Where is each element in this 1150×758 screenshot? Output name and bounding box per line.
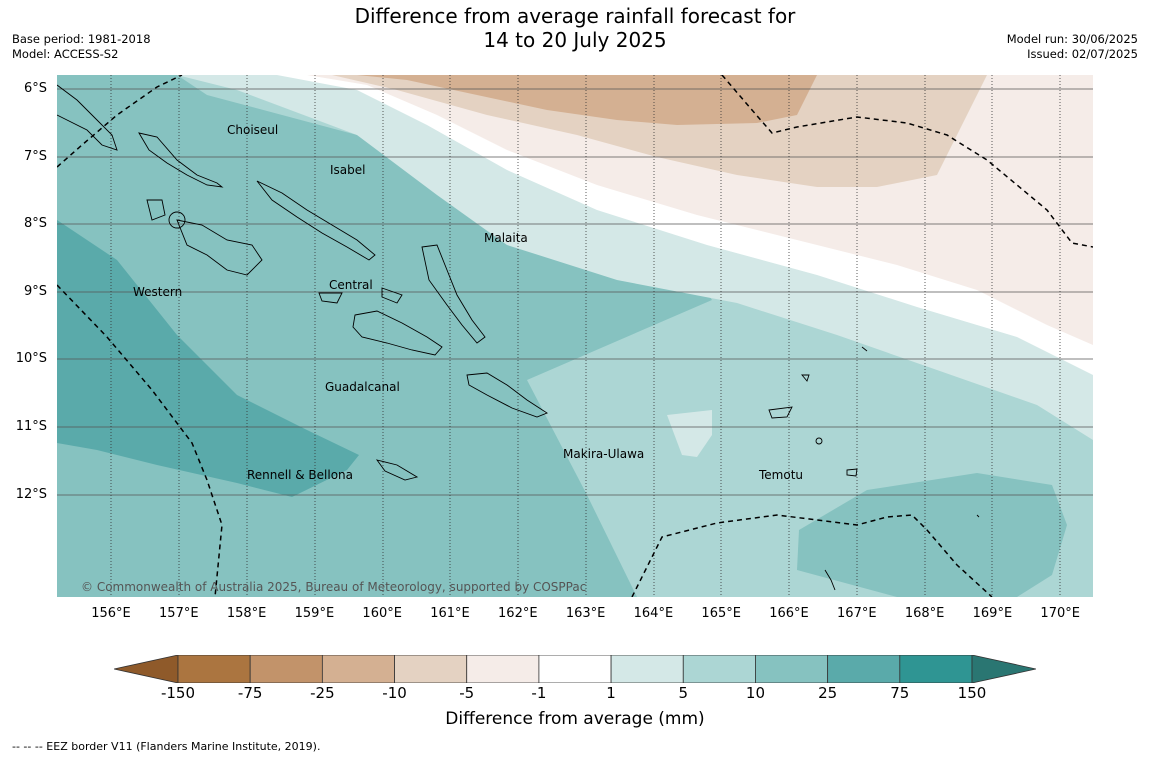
island-new-georgia — [176, 219, 263, 276]
copyright-text: © Commonwealth of Australia 2025, Bureau… — [81, 580, 587, 594]
model-text: Model: ACCESS-S2 — [12, 47, 119, 61]
colorbar-tick-label: 75 — [890, 684, 910, 702]
band-minus10-minus5 — [332, 75, 987, 187]
islands — [57, 84, 980, 591]
label-malaita: Malaita — [484, 231, 528, 245]
colorbar-extend-high — [971, 655, 1036, 683]
lon-label: 162°E — [498, 606, 538, 621]
island-russell — [381, 287, 403, 304]
lon-label: 161°E — [430, 606, 470, 621]
lon-label: 157°E — [159, 606, 199, 621]
colorbar-segment — [321, 655, 395, 683]
lon-label: 166°E — [769, 606, 809, 621]
lat-label: 9°S — [23, 284, 47, 299]
colorbar — [114, 655, 1036, 683]
island-duff — [861, 346, 868, 352]
island-tikopia — [824, 569, 836, 591]
colorbar-segment — [538, 655, 612, 683]
colorbar-tick-label: -1 — [531, 684, 547, 702]
lat-label: 12°S — [15, 487, 47, 502]
band-10-25-se — [797, 473, 1067, 597]
lon-label: 159°E — [294, 606, 335, 621]
colorbar-extend-low — [114, 655, 179, 683]
lat-label: 7°S — [23, 149, 47, 164]
label-central: Central — [329, 278, 373, 292]
band-1-5-patch — [667, 410, 712, 457]
band-25-75 — [57, 220, 359, 497]
colorbar-segment — [755, 655, 829, 683]
island-anuta — [976, 514, 980, 518]
colorbar-segment — [177, 655, 251, 683]
colorbar-segment — [827, 655, 901, 683]
lat-label: 10°S — [15, 351, 47, 366]
island-makira — [466, 372, 548, 418]
colorbar-tick-label: 10 — [745, 684, 765, 702]
colorbar-segment — [466, 655, 540, 683]
lat-label: 8°S — [23, 216, 47, 231]
colorbar-tick-label: 150 — [957, 684, 987, 702]
colorbar-segment — [610, 655, 684, 683]
eez-legend-note: -- -- -- EEZ border V11 (Flanders Marine… — [12, 740, 321, 753]
colorbar-tick-label: -150 — [160, 684, 196, 702]
island-malaita — [421, 244, 486, 344]
lon-label: 169°E — [972, 606, 1013, 621]
island-isabel — [256, 180, 376, 261]
label-guadalcanal: Guadalcanal — [325, 380, 400, 394]
colorbar-tick-label: -25 — [310, 684, 335, 702]
colorbar-segment — [249, 655, 323, 683]
map-title-line2: 14 to 20 July 2025 — [483, 28, 667, 52]
lon-label: 168°E — [904, 606, 945, 621]
island-rennell — [375, 459, 419, 481]
lon-label: 156°E — [91, 606, 131, 621]
island-ngella — [318, 292, 343, 304]
lon-label: 164°E — [633, 606, 674, 621]
colorbar-segment — [682, 655, 756, 683]
island-choiseul — [138, 132, 224, 188]
island-utupua — [815, 437, 823, 445]
label-isabel: Isabel — [330, 163, 366, 177]
colorbar-tick-label: -10 — [382, 684, 407, 702]
colorbar-segment — [899, 655, 973, 683]
lon-label: 165°E — [701, 606, 741, 621]
island-santa-cruz — [768, 406, 793, 419]
map-title-line1: Difference from average rainfall forecas… — [354, 4, 796, 28]
lon-labels: 156°E 157°E 158°E 159°E 160°E 161°E 162°E 163°E… — [57, 606, 1093, 626]
label-temotu: Temotu — [759, 468, 804, 482]
base-period-text: Base period: 1981-2018 — [12, 32, 151, 46]
colorbar-tick-label: 1 — [606, 684, 616, 702]
lon-label: 167°E — [837, 606, 877, 621]
label-makira-ulawa: Makira-Ulawa — [563, 447, 645, 461]
colorbar-ticks: -150 -75 -25 -10 -5 -1 1 5 10 25 75 150 — [114, 684, 1036, 704]
island-vanikoro — [846, 468, 858, 477]
lon-label: 163°E — [565, 606, 606, 621]
colorbar-tick-label: -75 — [237, 684, 263, 702]
issued-text: Issued: 02/07/2025 — [1027, 47, 1138, 61]
lon-label: 160°E — [362, 606, 402, 621]
island-vella — [146, 199, 166, 221]
label-choiseul: Choiseul — [227, 123, 279, 137]
label-western: Western — [133, 285, 183, 299]
lon-label: 170°E — [1040, 606, 1080, 621]
meridians — [110, 75, 1061, 597]
colorbar-tick-label: 5 — [678, 684, 689, 702]
model-run-text: Model run: 30/06/2025 — [1006, 32, 1138, 46]
graticule — [57, 88, 1093, 496]
lat-label: 6°S — [23, 81, 47, 96]
colorbar-tick-label: 25 — [818, 684, 838, 702]
colorbar-tick-label: -5 — [459, 684, 475, 702]
island-guadalcanal — [352, 310, 443, 356]
lat-label: 11°S — [15, 419, 47, 434]
colorbar-label: Difference from average (mm) — [445, 709, 705, 729]
lon-label: 158°E — [226, 606, 267, 621]
rainfall-map: Choiseul Isabel Malaita Western Central … — [57, 75, 1093, 597]
eez-border — [57, 75, 1093, 597]
label-rennell-bellona: Rennell & Bellona — [247, 468, 354, 482]
island-kolombangara — [168, 211, 186, 229]
island-shortlands — [57, 84, 118, 151]
colorbar-segment — [394, 655, 468, 683]
island-reef — [801, 374, 810, 382]
band-minus25-minus10 — [357, 75, 817, 125]
